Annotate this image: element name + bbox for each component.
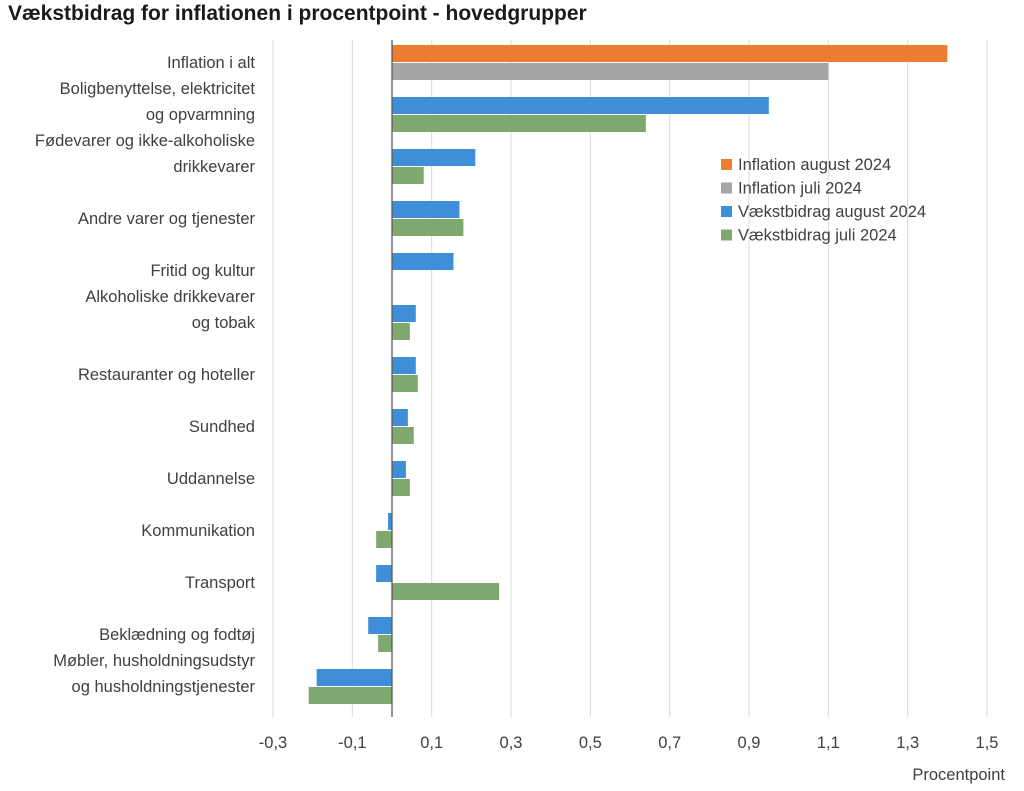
bar-0-1 <box>392 63 829 80</box>
category-label-11: Beklædning og fodtøj <box>99 626 255 644</box>
x-axis-title: Procentpoint <box>912 766 1005 784</box>
category-label-line: Møbler, husholdningsudstyr <box>53 652 255 670</box>
category-label-0: Inflation i alt <box>167 54 255 72</box>
category-label-7: Sundhed <box>189 418 255 436</box>
bar-0-0 <box>392 45 948 62</box>
x-tick-label-2: 0,1 <box>420 734 443 752</box>
category-label-line: Fødevarer og ikke-alkoholiske <box>35 132 255 150</box>
legend-swatch-2 <box>721 206 732 217</box>
bar-5-2 <box>392 305 416 322</box>
x-tick-label-1: -0,1 <box>338 734 366 752</box>
legend-label-3: Vækstbidrag juli 2024 <box>738 227 897 245</box>
x-tick-label-0: -0,3 <box>259 734 287 752</box>
bar-6-2 <box>392 357 416 374</box>
bar-8-3 <box>392 479 410 496</box>
legend-label-1: Inflation juli 2024 <box>738 180 862 198</box>
x-tick-label-3: 0,3 <box>500 734 523 752</box>
bar-7-3 <box>392 427 414 444</box>
x-tick-label-9: 1,5 <box>976 734 999 752</box>
category-label-line: drikkevarer <box>173 158 255 176</box>
category-label-line: Alkoholiske drikkevarer <box>85 288 255 306</box>
category-label-6: Restauranter og hoteller <box>78 366 256 384</box>
bar-1-2 <box>392 97 769 114</box>
category-label-8: Uddannelse <box>167 470 255 488</box>
x-tick-label-8: 1,3 <box>896 734 919 752</box>
bar-2-2 <box>392 149 476 166</box>
bar-3-3 <box>392 219 464 236</box>
legend-label-0: Inflation august 2024 <box>738 156 891 174</box>
bar-2-3 <box>392 167 424 184</box>
bar-11-3 <box>378 635 392 652</box>
bar-7-2 <box>392 409 408 426</box>
bar-5-3 <box>392 323 410 340</box>
x-tick-label-7: 1,1 <box>817 734 840 752</box>
legend-label-2: Vækstbidrag august 2024 <box>738 203 926 221</box>
bar-12-3 <box>308 687 392 704</box>
bar-9-2 <box>388 513 392 530</box>
x-tick-label-6: 0,9 <box>738 734 761 752</box>
category-label-1: Boligbenyttelse, elektricitet og opvarmni… <box>60 80 256 124</box>
category-label-line: og tobak <box>192 314 256 332</box>
category-label-line: Boligbenyttelse, elektricitet <box>60 80 256 98</box>
legend-swatch-3 <box>721 229 732 241</box>
bar-1-3 <box>392 115 646 132</box>
category-label-line: og husholdningstjenester <box>72 678 256 696</box>
category-label-2: Fødevarer og ikke-alkoholiske drikkevarer <box>35 132 256 176</box>
x-tick-label-4: 0,5 <box>579 734 602 752</box>
bar-4-2 <box>392 253 454 270</box>
category-label-5: Alkoholiske drikkevarer og tobak <box>85 288 255 332</box>
bar-8-2 <box>392 461 406 478</box>
category-label-10: Transport <box>185 574 255 592</box>
bar-3-2 <box>392 201 460 218</box>
legend-swatch-0 <box>721 159 732 170</box>
chart-title: Vækstbidrag for inflationen i procentpoi… <box>8 2 587 25</box>
legend-swatch-1 <box>721 182 732 194</box>
category-label-12: Møbler, husholdningsudstyr og husholdning… <box>53 652 255 696</box>
bar-11-2 <box>368 617 392 634</box>
bar-6-3 <box>392 375 418 392</box>
category-label-3: Andre varer og tjenester <box>78 210 256 228</box>
x-tick-label-5: 0,7 <box>658 734 681 752</box>
category-label-9: Kommunikation <box>141 522 255 540</box>
bar-10-2 <box>376 565 392 582</box>
category-label-line: og opvarmning <box>146 106 255 124</box>
bar-9-3 <box>376 531 392 548</box>
category-label-4: Fritid og kultur <box>150 262 255 280</box>
bar-10-3 <box>392 583 500 600</box>
bar-12-2 <box>316 669 392 686</box>
